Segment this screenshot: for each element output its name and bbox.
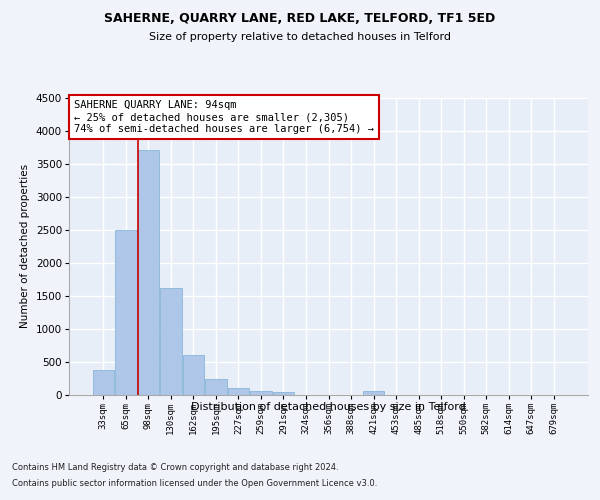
Bar (250, 391, 272, 395)
Bar (228, 388, 249, 395)
Text: SAHERNE QUARRY LANE: 94sqm
← 25% of detached houses are smaller (2,305)
74% of s: SAHERNE QUARRY LANE: 94sqm ← 25% of deta… (74, 100, 374, 134)
Text: SAHERNE, QUARRY LANE, RED LAKE, TELFORD, TF1 5ED: SAHERNE, QUARRY LANE, RED LAKE, TELFORD,… (104, 12, 496, 26)
Bar (205, 379, 227, 395)
Text: Distribution of detached houses by size in Telford: Distribution of detached houses by size … (191, 402, 466, 412)
Bar (363, 391, 384, 395)
Text: Size of property relative to detached houses in Telford: Size of property relative to detached ho… (149, 32, 451, 42)
Bar (273, 392, 294, 395)
Bar (182, 356, 204, 395)
Bar (115, 230, 137, 395)
Text: Contains HM Land Registry data © Crown copyright and database right 2024.: Contains HM Land Registry data © Crown c… (12, 462, 338, 471)
Y-axis label: Number of detached properties: Number of detached properties (20, 164, 30, 328)
Bar (92, 370, 114, 395)
Bar (137, 150, 159, 395)
Text: Contains public sector information licensed under the Open Government Licence v3: Contains public sector information licen… (12, 479, 377, 488)
Bar (160, 288, 182, 395)
